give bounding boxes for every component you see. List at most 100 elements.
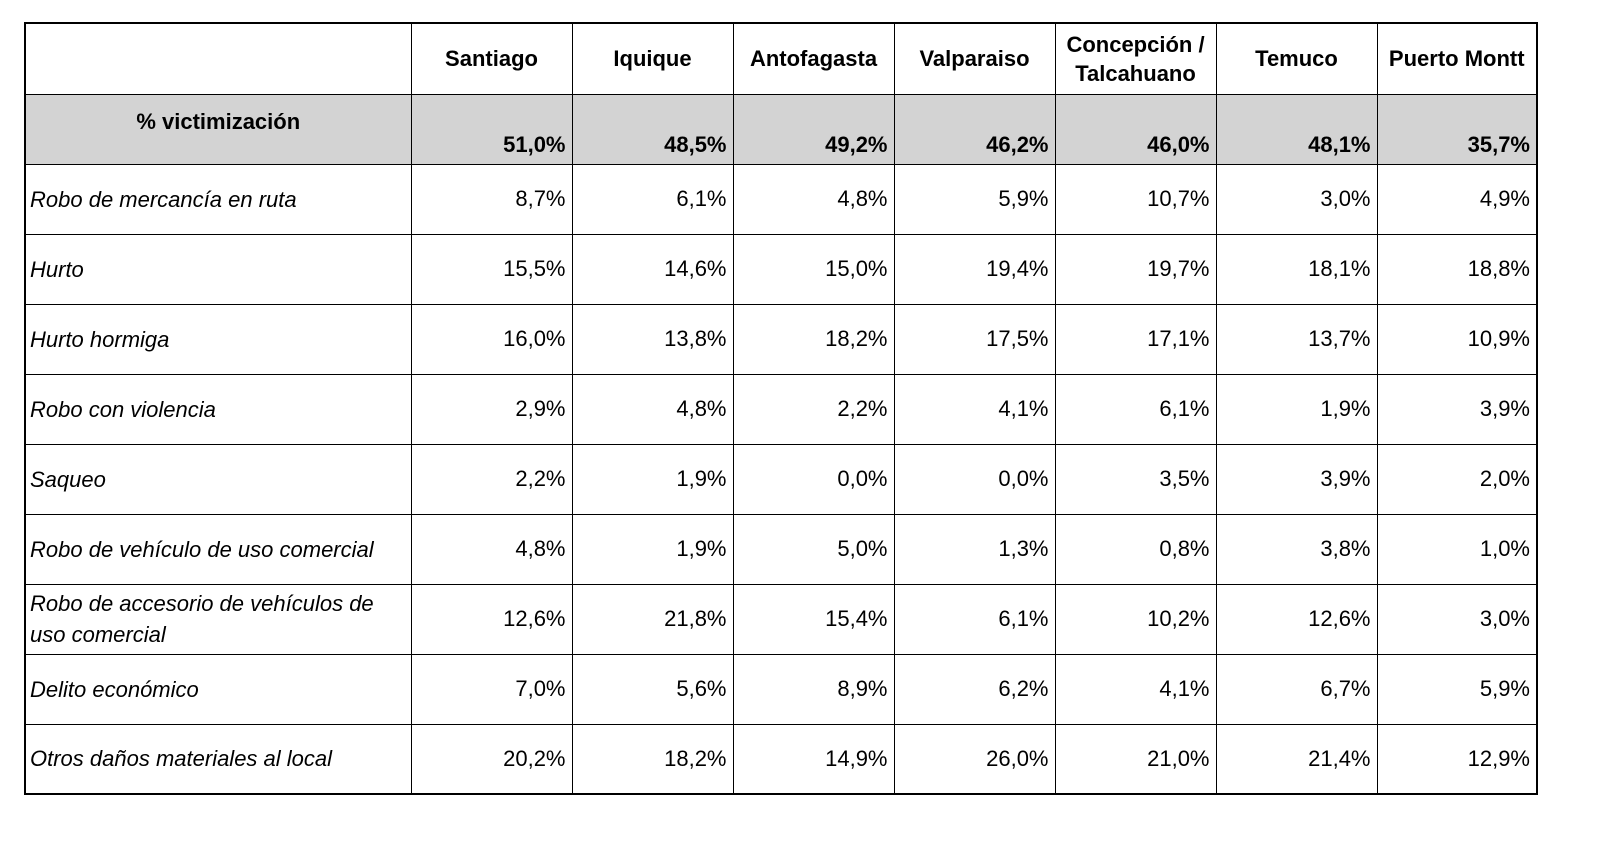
value-cell: 3,5% [1054,443,1217,515]
value-cell: 17,5% [893,303,1056,375]
value-cell: 18,8% [1376,233,1538,305]
value-cell: 8,7% [410,163,573,235]
header-row: Santiago Iquique Antofagasta Valparaiso … [24,22,1538,95]
row-label: Robo de vehículo de uso comercial [24,513,412,585]
value-cell: 4,8% [571,373,734,445]
victimization-table: Santiago Iquique Antofagasta Valparaiso … [24,22,1538,795]
header-corner-cell [24,22,412,95]
value-cell: 5,0% [732,513,895,585]
city-header-concepcion-talcahuano: Concepción / Talcahuano [1054,22,1217,95]
total-value-cell: 35,7% [1376,93,1538,165]
value-cell: 26,0% [893,723,1056,795]
value-cell: 5,9% [893,163,1056,235]
value-cell: 1,9% [1215,373,1378,445]
value-cell: 3,0% [1376,583,1538,655]
table-row: Hurto 15,5% 14,6% 15,0% 19,4% 19,7% 18,1% 18,8% [24,233,1538,305]
value-cell: 16,0% [410,303,573,375]
value-cell: 10,9% [1376,303,1538,375]
row-label: Hurto [24,233,412,305]
city-header-concepcion-text: Concepción / Talcahuano [1066,31,1205,86]
value-cell: 5,9% [1376,653,1538,725]
total-row-label: % victimización [24,93,412,165]
table-row: Delito económico 7,0% 5,6% 8,9% 6,2% 4,1% 6,7%… [24,653,1538,725]
value-cell: 12,6% [1215,583,1378,655]
value-cell: 10,7% [1054,163,1217,235]
value-cell: 21,0% [1054,723,1217,795]
total-value-cell: 48,1% [1215,93,1378,165]
value-cell: 12,6% [410,583,573,655]
value-cell: 4,8% [732,163,895,235]
value-cell: 2,2% [410,443,573,515]
value-cell: 10,2% [1054,583,1217,655]
table-row: Robo con violencia 2,9% 4,8% 2,2% 4,1% 6,1% 1,… [24,373,1538,445]
value-cell: 0,0% [893,443,1056,515]
value-cell: 12,9% [1376,723,1538,795]
city-header-valparaiso: Valparaiso [893,22,1056,95]
value-cell: 15,0% [732,233,895,305]
row-label: Robo de accesorio de vehículos de uso co… [24,583,412,655]
value-cell: 1,9% [571,513,734,585]
value-cell: 15,5% [410,233,573,305]
city-header-iquique: Iquique [571,22,734,95]
value-cell: 2,2% [732,373,895,445]
total-value-cell: 46,2% [893,93,1056,165]
value-cell: 2,0% [1376,443,1538,515]
value-cell: 6,2% [893,653,1056,725]
value-cell: 6,1% [1054,373,1217,445]
table-row: Robo de vehículo de uso comercial 4,8% 1,9… [24,513,1538,585]
value-cell: 2,9% [410,373,573,445]
value-cell: 15,4% [732,583,895,655]
value-cell: 6,1% [893,583,1056,655]
table-row: Robo de mercancía en ruta 8,7% 6,1% 4,8% 5,9… [24,163,1538,235]
value-cell: 14,6% [571,233,734,305]
value-cell: 3,9% [1376,373,1538,445]
total-value-cell: 48,5% [571,93,734,165]
row-label: Robo de mercancía en ruta [24,163,412,235]
total-value-cell: 51,0% [410,93,573,165]
value-cell: 18,2% [571,723,734,795]
value-cell: 21,4% [1215,723,1378,795]
value-cell: 4,9% [1376,163,1538,235]
value-cell: 20,2% [410,723,573,795]
value-cell: 1,3% [893,513,1056,585]
value-cell: 0,0% [732,443,895,515]
value-cell: 17,1% [1054,303,1217,375]
value-cell: 1,0% [1376,513,1538,585]
value-cell: 6,7% [1215,653,1378,725]
value-cell: 7,0% [410,653,573,725]
value-cell: 19,4% [893,233,1056,305]
row-label: Delito económico [24,653,412,725]
city-header-puerto-montt: Puerto Montt [1376,22,1538,95]
total-victimization-row: % victimización 51,0% 48,5% 49,2% 46,2% … [24,93,1538,165]
total-value-cell: 49,2% [732,93,895,165]
table-row: Robo de accesorio de vehículos de uso co… [24,583,1538,655]
value-cell: 3,8% [1215,513,1378,585]
value-cell: 8,9% [732,653,895,725]
row-label: Otros daños materiales al local [24,723,412,795]
value-cell: 3,0% [1215,163,1378,235]
value-cell: 0,8% [1054,513,1217,585]
value-cell: 19,7% [1054,233,1217,305]
value-cell: 18,2% [732,303,895,375]
table-row: Otros daños materiales al local 20,2% 18,2… [24,723,1538,795]
row-label: Hurto hormiga [24,303,412,375]
city-header-antofagasta: Antofagasta [732,22,895,95]
total-value-cell: 46,0% [1054,93,1217,165]
value-cell: 13,8% [571,303,734,375]
value-cell: 4,8% [410,513,573,585]
value-cell: 21,8% [571,583,734,655]
value-cell: 18,1% [1215,233,1378,305]
table-row: Hurto hormiga 16,0% 13,8% 18,2% 17,5% 17,1% 13… [24,303,1538,375]
row-label: Saqueo [24,443,412,515]
city-header-santiago: Santiago [410,22,573,95]
city-header-temuco: Temuco [1215,22,1378,95]
row-label: Robo con violencia [24,373,412,445]
value-cell: 6,1% [571,163,734,235]
value-cell: 5,6% [571,653,734,725]
value-cell: 13,7% [1215,303,1378,375]
value-cell: 1,9% [571,443,734,515]
value-cell: 3,9% [1215,443,1378,515]
value-cell: 4,1% [1054,653,1217,725]
value-cell: 14,9% [732,723,895,795]
table-row: Saqueo 2,2% 1,9% 0,0% 0,0% 3,5% 3,9% 2,0% [24,443,1538,515]
